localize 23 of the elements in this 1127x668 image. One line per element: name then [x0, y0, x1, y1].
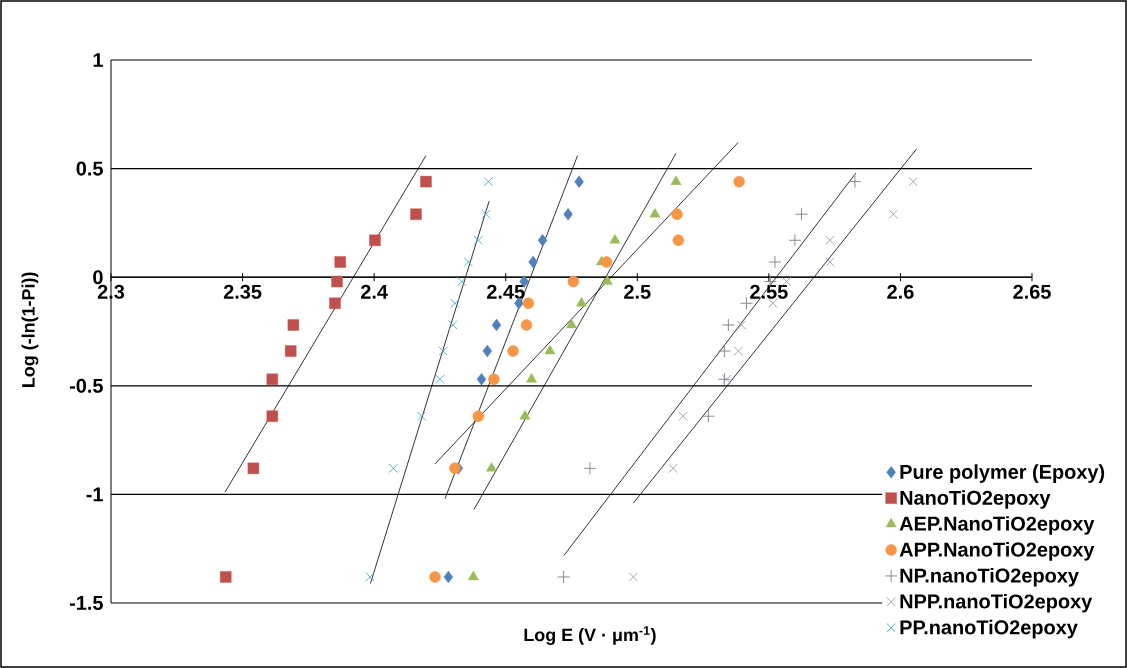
y-tick-label: -1 — [86, 487, 103, 502]
y-tick-label: -1.5 — [69, 596, 103, 610]
y-tick-label: 0.5 — [76, 161, 103, 176]
x-tick-label: 2.65 — [1013, 284, 1051, 299]
legend-label: NPP.nanoTiO2epoxy — [900, 593, 1093, 613]
legend-label: NanoTiO2epoxy — [900, 490, 1051, 509]
x-tick-label: 2.5 — [624, 284, 651, 299]
legend-label: NP.nanoTiO2epoxy — [900, 567, 1079, 587]
x-tick-label: 2.4 — [360, 284, 388, 299]
x-tick-label: 2.6 — [887, 284, 914, 299]
legend-label: APP.NanoTiO2epoxy — [899, 542, 1095, 561]
legend-label: Pure polymer (Epoxy) — [900, 464, 1105, 483]
y-axis-title: Log (-ln(1-Pi)) — [21, 272, 39, 387]
x-axis-title: Log E (V · μm$^{-1}$) — [524, 626, 656, 645]
legend-label: PP.nanoTiO2epoxy — [900, 619, 1078, 639]
y-tick-label: -0.5 — [69, 378, 103, 393]
y-tick-label: 1 — [93, 53, 103, 67]
x-tick-label: 2.45 — [487, 284, 525, 299]
x-tick-label: 2.3 — [97, 284, 125, 299]
x-tick-label: 2.55 — [750, 284, 788, 299]
x-tick-label: 2.35 — [223, 284, 262, 299]
y-tick-label: 0 — [93, 270, 103, 285]
legend-label: AEP.NanoTiO2epoxy — [899, 516, 1095, 535]
